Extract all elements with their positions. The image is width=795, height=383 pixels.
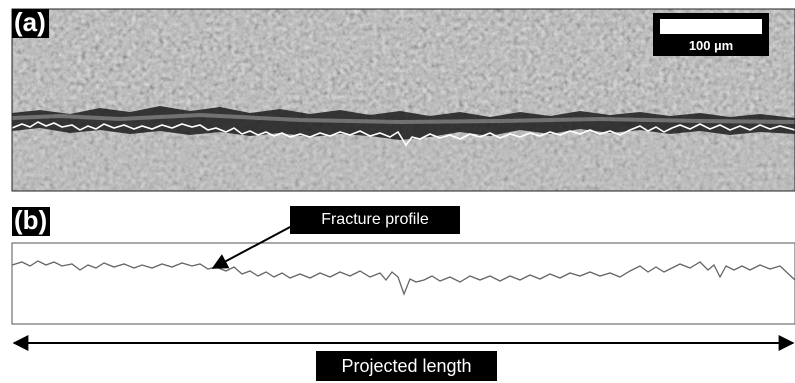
scale-bar-label: 100 µm (688, 38, 734, 53)
projected-length-label: Projected length (316, 351, 497, 381)
fracture-profile-line (11, 260, 795, 296)
crack-band (12, 106, 795, 140)
scale-bar-line (660, 19, 762, 34)
fracture-trace-white (12, 121, 795, 147)
panel-a-label: (a) (12, 9, 49, 38)
fracture-profile-arrow (211, 225, 293, 269)
fracture-profile-label: Fracture profile (290, 206, 460, 234)
scale-bar: 100 µm (653, 13, 769, 56)
panel-b-label: (b) (12, 207, 51, 236)
profile-panel-b (11, 242, 795, 325)
